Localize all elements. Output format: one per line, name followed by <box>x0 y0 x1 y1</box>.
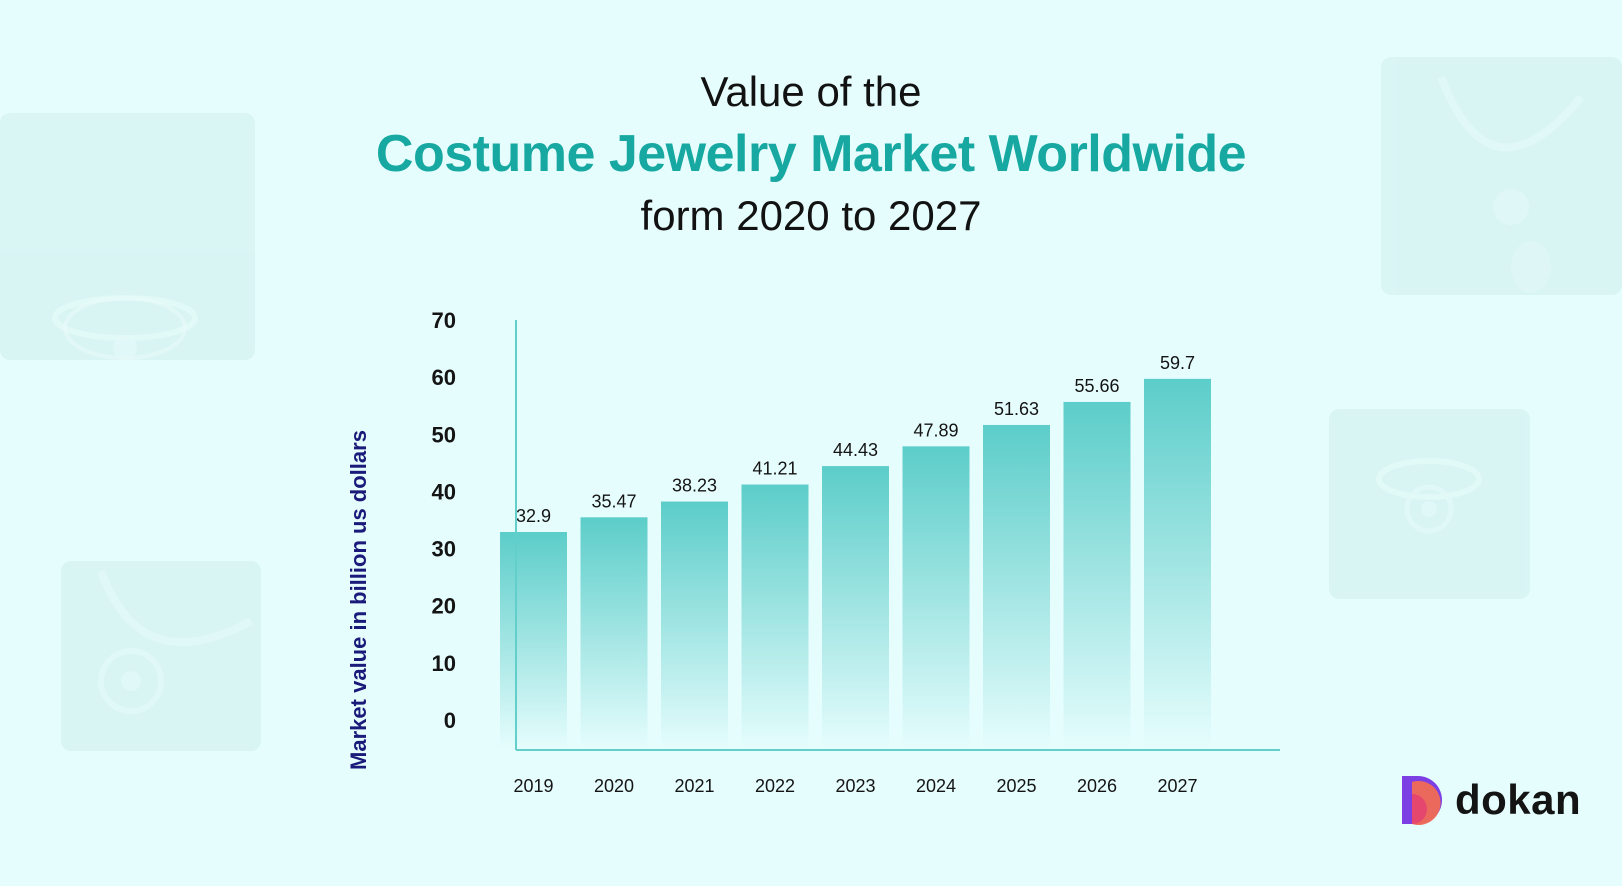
x-tick-label-2025: 2025 <box>996 776 1036 796</box>
necklace-image-top-right <box>1381 57 1622 295</box>
y-tick-label: 50 <box>432 422 456 447</box>
bar-2020 <box>580 517 648 750</box>
data-label-2024: 47.89 <box>913 420 958 440</box>
data-label-2023: 44.43 <box>833 440 878 460</box>
ring-image-left <box>0 113 255 360</box>
data-label-2020: 35.47 <box>591 491 636 511</box>
bar-2024 <box>902 446 970 750</box>
y-tick-label: 20 <box>432 594 456 619</box>
x-tick-label-2022: 2022 <box>755 776 795 796</box>
data-label-2022: 41.21 <box>752 459 797 479</box>
x-tick-label-2026: 2026 <box>1077 776 1117 796</box>
x-tick-label-2019: 2019 <box>513 776 553 796</box>
ring-image-right <box>1329 409 1530 599</box>
necklace-image-bottom-left <box>61 561 261 751</box>
y-tick-label: 60 <box>432 365 456 390</box>
x-tick-label-2024: 2024 <box>916 776 956 796</box>
bar-chart: Market value in billion us dollars 0 10 20… <box>346 308 1280 796</box>
bar-2019 <box>500 532 567 750</box>
dokan-logo: dokan <box>1398 774 1598 834</box>
y-axis-label: Market value in billion us dollars <box>346 430 371 770</box>
bar-2021 <box>661 501 728 750</box>
data-label-2025: 51.63 <box>994 399 1039 419</box>
y-tick-label: 30 <box>432 537 456 562</box>
y-tick-label: 40 <box>432 479 456 504</box>
data-label-2021: 38.23 <box>672 476 717 496</box>
chart-title: Costume Jewelry Market Worldwide <box>375 125 1247 183</box>
data-label-2026: 55.66 <box>1074 376 1119 396</box>
x-tick-label-2027: 2027 <box>1157 776 1197 796</box>
title-line-1: Value of the <box>700 68 922 115</box>
dokan-brand-text: dokan <box>1455 776 1582 823</box>
data-label-2019: 32.9 <box>516 506 551 526</box>
y-tick-label: 0 <box>444 708 456 733</box>
bar-2023 <box>822 466 889 750</box>
x-tick-label-2021: 2021 <box>674 776 714 796</box>
bar-2027 <box>1144 378 1211 750</box>
bar-2022 <box>741 484 809 750</box>
y-tick-label: 70 <box>432 308 456 333</box>
x-tick-label-2023: 2023 <box>835 776 875 796</box>
x-tick-label-2020: 2020 <box>594 776 634 796</box>
data-label-2027: 59.7 <box>1160 353 1195 373</box>
bar-2025 <box>983 424 1050 750</box>
title-line-3: form 2020 to 2027 <box>640 192 982 239</box>
bar-2026 <box>1063 401 1131 750</box>
dokan-logo-icon <box>1402 776 1442 825</box>
y-tick-label: 10 <box>432 651 456 676</box>
